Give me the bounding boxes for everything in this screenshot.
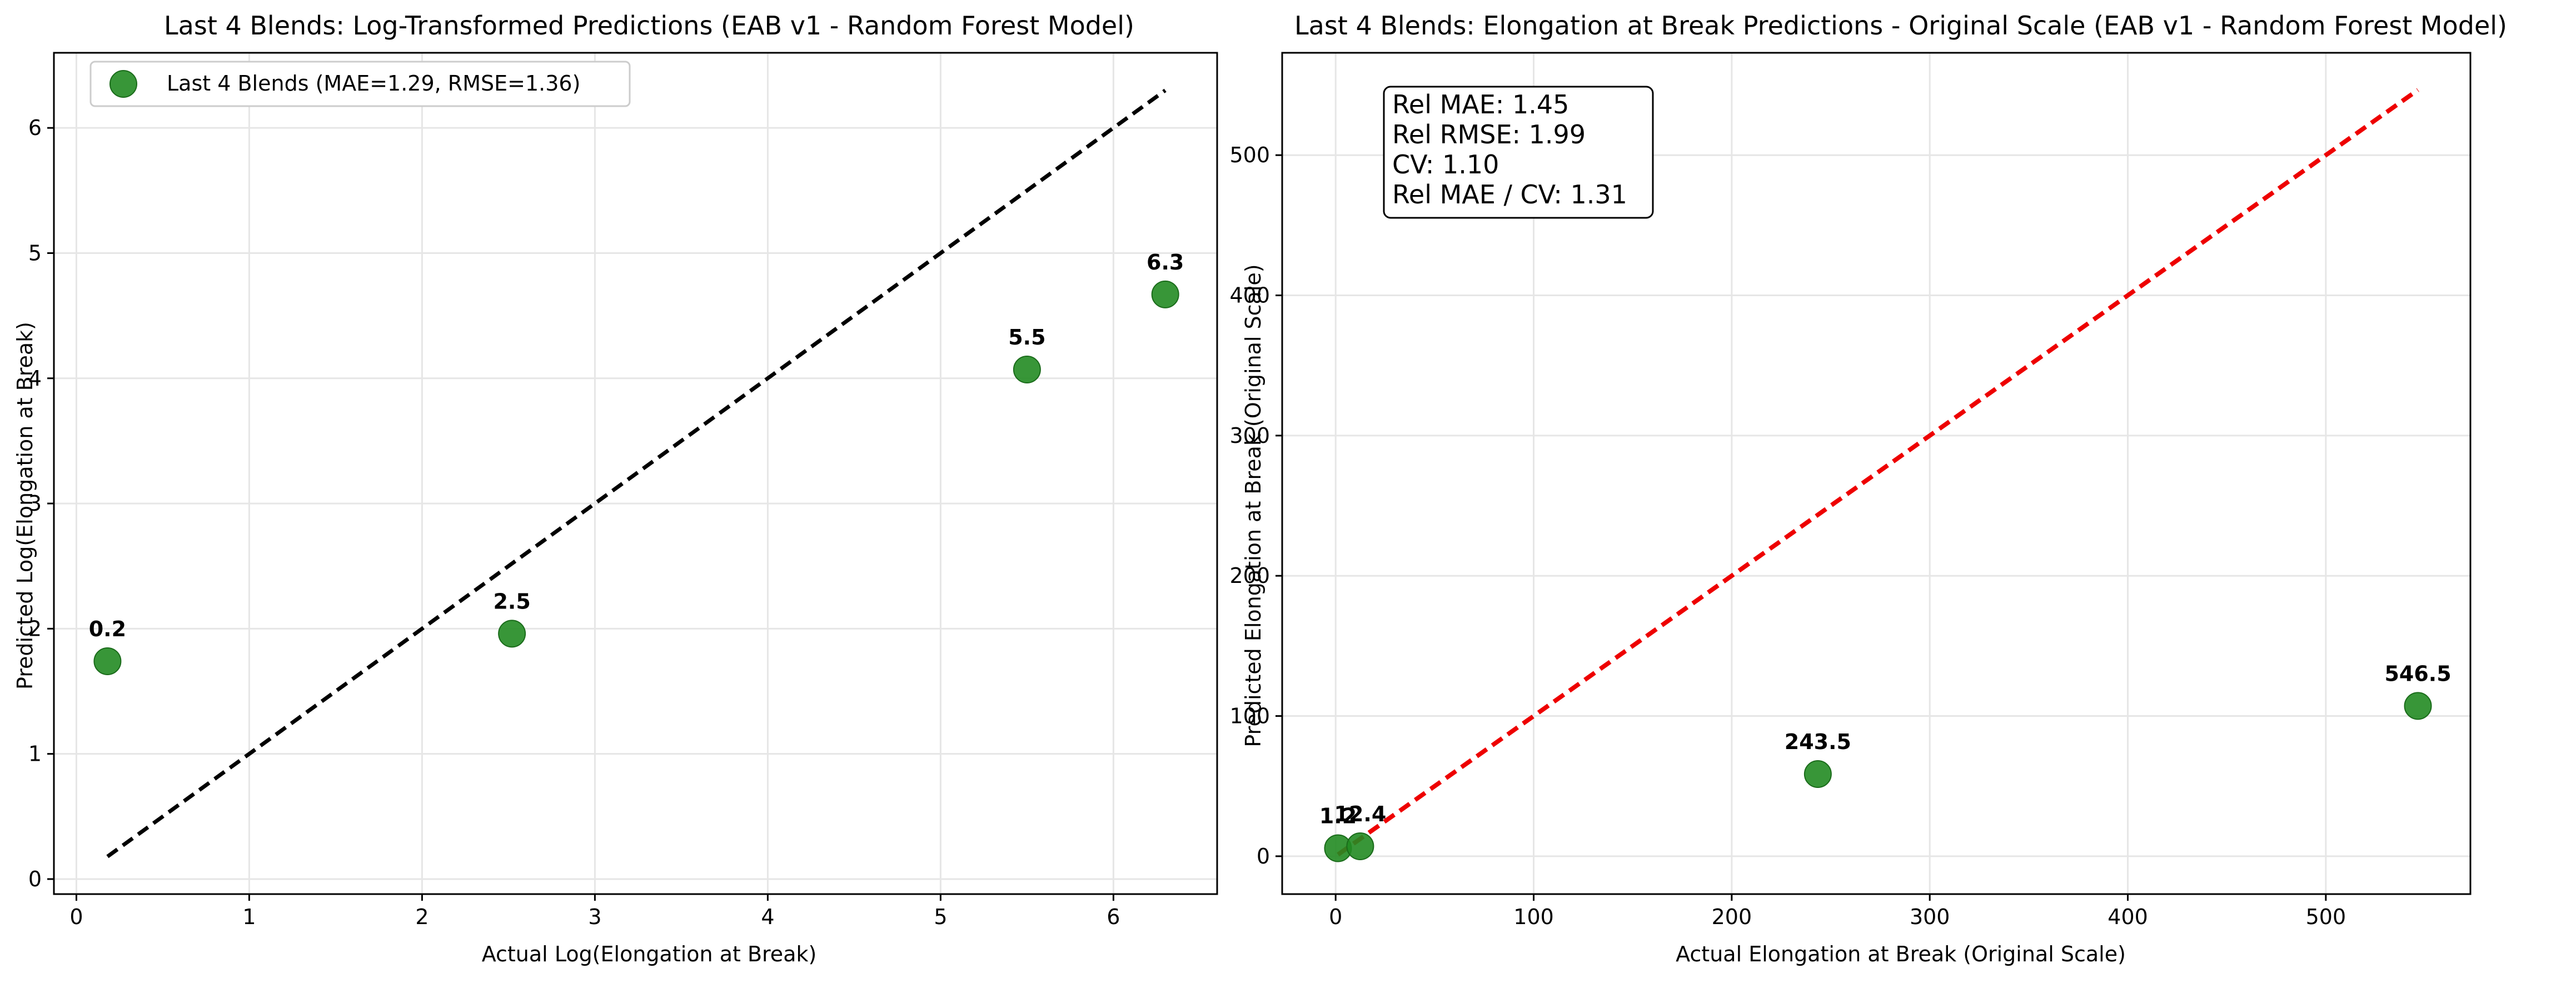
data-point bbox=[2404, 692, 2432, 720]
x-tick-label: 3 bbox=[588, 905, 601, 929]
y-tick-label: 0 bbox=[1257, 844, 1270, 869]
x-tick-label: 2 bbox=[415, 905, 428, 929]
data-point bbox=[1013, 356, 1041, 384]
stat-rel-rmse: Rel RMSE: 1.99 bbox=[1392, 119, 1586, 149]
data-label: 6.3 bbox=[1147, 250, 1184, 275]
legend-frame bbox=[89, 61, 631, 107]
plot-area: 0 100 200 300 400 500 0 100 200 300 400 500 1.212.4 2… bbox=[1229, 52, 2472, 929]
data-label: 0.2 bbox=[89, 617, 126, 641]
legend-marker bbox=[109, 70, 137, 98]
y-tick-label: 4 bbox=[28, 366, 42, 391]
x-tick-label: 100 bbox=[1513, 905, 1554, 929]
data-label: 12.4 bbox=[1334, 802, 1387, 826]
stats-box-frame bbox=[1383, 86, 1654, 219]
x-tick-label: 0 bbox=[69, 905, 83, 929]
y-tick-label: 300 bbox=[1229, 423, 1270, 448]
legend-label: Last 4 Blends (MAE=1.29, RMSE=1.36) bbox=[167, 71, 580, 96]
x-tick-label: 300 bbox=[1910, 905, 1950, 929]
reference-line bbox=[106, 88, 1167, 859]
y-tick-label: 1 bbox=[28, 742, 42, 766]
y-tick-label: 400 bbox=[1229, 283, 1270, 308]
axes-frame bbox=[53, 52, 1218, 895]
x-tick-label: 0 bbox=[1329, 905, 1342, 929]
stat-rel-mae-over-cv: Rel MAE / CV: 1.31 bbox=[1392, 179, 1627, 209]
x-tick-label: 5 bbox=[934, 905, 947, 929]
y-tick-label: 100 bbox=[1229, 704, 1270, 728]
reference-line bbox=[1337, 88, 2419, 857]
data-point bbox=[1151, 280, 1179, 308]
plot-area: 0 1 2 3 4 5 6 0 1 2 3 4 5 6 0.2 2.5 5.5 6.3 bbox=[28, 52, 1218, 929]
legend: Last 4 Blends (MAE=1.29, RMSE=1.36) bbox=[89, 61, 631, 107]
axes-frame bbox=[1281, 52, 2472, 895]
x-tick-label: 6 bbox=[1107, 905, 1120, 929]
y-tick-label: 6 bbox=[28, 116, 42, 140]
x-tick-label: 400 bbox=[2107, 905, 2148, 929]
y-tick-label: 2 bbox=[28, 616, 42, 641]
stats-box: Rel MAE: 1.45 Rel RMSE: 1.99 CV: 1.10 Re… bbox=[1383, 86, 1654, 219]
y-tick-label: 3 bbox=[28, 491, 42, 516]
x-tick-label: 4 bbox=[761, 905, 774, 929]
y-tick-label: 0 bbox=[28, 867, 42, 891]
x-tick-label: 500 bbox=[2306, 905, 2346, 929]
data-label: 546.5 bbox=[2384, 661, 2451, 686]
y-axis-label: Predicted Elongation at Break (Original … bbox=[1241, 264, 1265, 747]
y-axis-label: Predicted Log(Elongation at Break) bbox=[13, 322, 37, 690]
data-label: 1.2 bbox=[1319, 804, 1357, 828]
data-point bbox=[93, 647, 122, 675]
data-label: 243.5 bbox=[1785, 730, 1851, 754]
x-axis-label: Actual Elongation at Break (Original Sca… bbox=[1676, 942, 2126, 966]
log-scale-panel: Last 4 Blends: Log-Transformed Predictio… bbox=[13, 11, 1218, 966]
data-point bbox=[1803, 760, 1832, 789]
y-tick-label: 500 bbox=[1229, 143, 1270, 167]
chart-title: Last 4 Blends: Elongation at Break Predi… bbox=[1294, 11, 2507, 41]
data-point bbox=[1346, 832, 1374, 860]
x-axis-label: Actual Log(Elongation at Break) bbox=[482, 942, 817, 966]
data-label: 2.5 bbox=[493, 589, 530, 613]
stat-cv: CV: 1.10 bbox=[1392, 149, 1499, 179]
y-tick-label: 200 bbox=[1229, 563, 1270, 588]
data-label: 5.5 bbox=[1008, 325, 1045, 350]
x-tick-label: 200 bbox=[1712, 905, 1752, 929]
data-point bbox=[498, 620, 526, 648]
chart-title: Last 4 Blends: Log-Transformed Predictio… bbox=[164, 11, 1134, 41]
stat-rel-mae: Rel MAE: 1.45 bbox=[1392, 89, 1569, 119]
original-scale-panel: Last 4 Blends: Elongation at Break Predi… bbox=[1229, 11, 2507, 966]
y-tick-label: 5 bbox=[28, 241, 42, 265]
x-tick-label: 1 bbox=[242, 905, 256, 929]
